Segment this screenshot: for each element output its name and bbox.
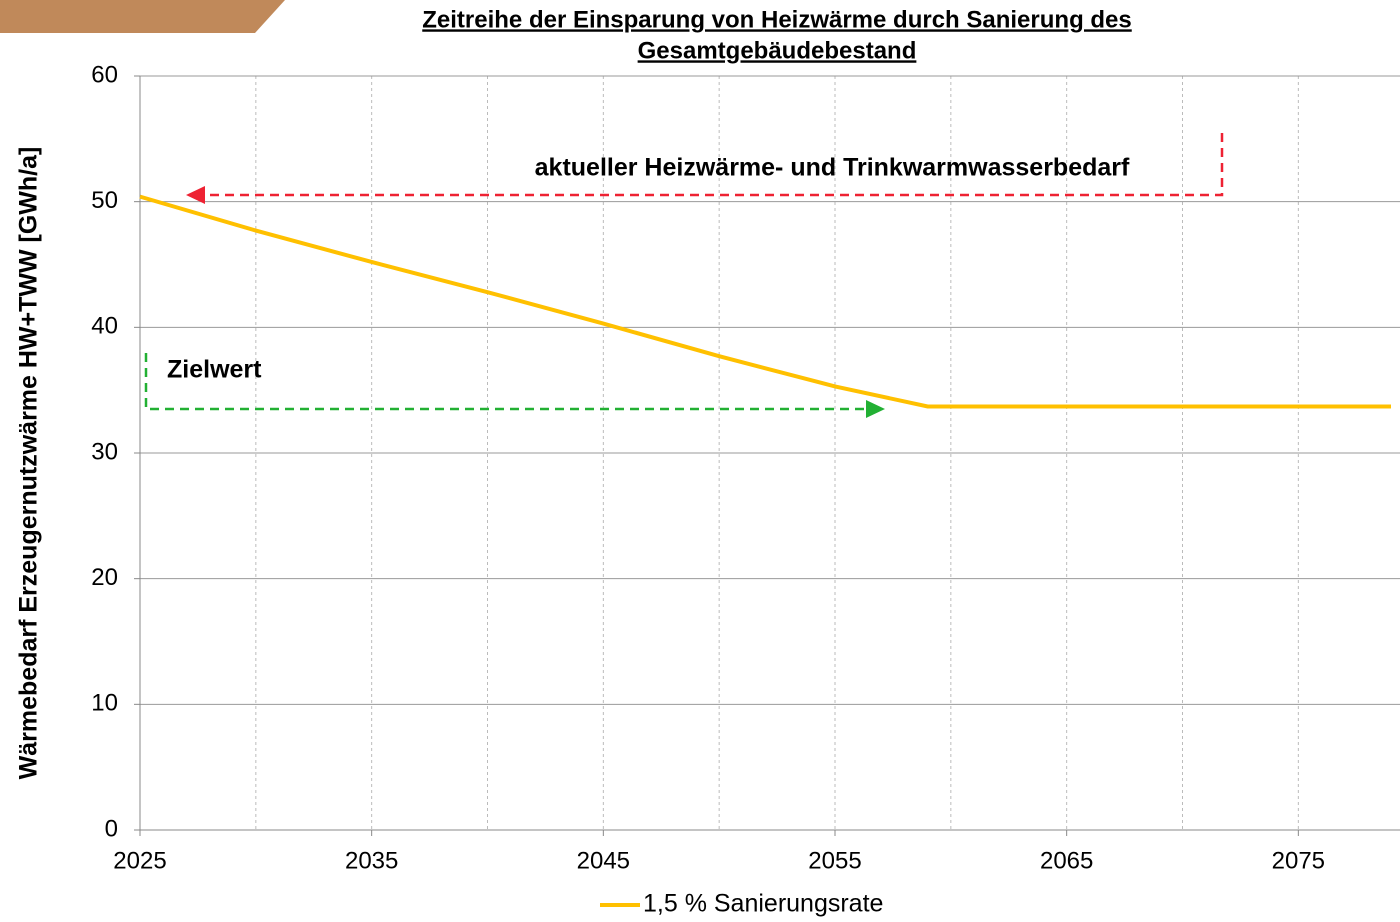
x-tick-label: 2035: [345, 847, 398, 874]
data-line: [139, 194, 1391, 409]
y-axis-label: Wärmebedarf Erzeugernutzwärme HW+TWW [GW…: [15, 147, 43, 780]
chart-title: Zeitreihe der Einsparung von Heizwärme d…: [422, 6, 1132, 33]
y-tick-label: 10: [91, 690, 118, 717]
annotation-arrow: [144, 353, 868, 411]
plot-area: 0 10 20 30 40 50 60 2025 2035 2045 2055 2065 2075: [91, 61, 1400, 874]
corner-decoration: [0, 0, 285, 33]
x-tick-label: 2045: [577, 847, 630, 874]
annotation: Zielwert: [167, 356, 262, 384]
x-tick-label: 2065: [1040, 847, 1093, 874]
x-tick-label: 2075: [1272, 847, 1325, 874]
x-tick-label: 2025: [113, 847, 166, 874]
legend-label: 1,5 % Sanierungsrate: [643, 890, 883, 918]
y-tick-label: 20: [91, 564, 118, 591]
y-tick-label: 0: [105, 815, 118, 842]
y-tick-label: 60: [91, 61, 118, 88]
y-tick-label: 30: [91, 438, 118, 465]
x-tick-label: 2055: [808, 847, 861, 874]
arrow-head: [186, 186, 205, 204]
arrow-head: [866, 400, 885, 418]
y-tick-label: 50: [91, 187, 118, 214]
chart-title: Gesamtgebäudebestand: [638, 37, 917, 64]
annotation: aktueller Heizwärme- und Trinkwarmwasser…: [535, 154, 1130, 182]
y-tick-label: 40: [91, 313, 118, 340]
annotation-arrow: [200, 133, 1224, 197]
